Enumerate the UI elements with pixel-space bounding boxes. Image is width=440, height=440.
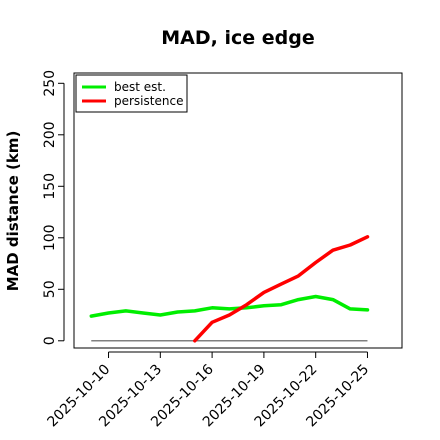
- data-point-best-est: [245, 306, 248, 309]
- legend-box: [75, 74, 188, 113]
- data-point-best-est: [280, 303, 283, 306]
- y-tick-label: 100: [42, 224, 58, 251]
- y-tick-label: 50: [42, 280, 58, 298]
- data-point-persistence: [245, 303, 248, 306]
- plot-lines: [89, 235, 370, 343]
- y-tick-label: 250: [42, 70, 58, 97]
- y-axis: 0 50 100 150 200 250: [42, 70, 65, 345]
- data-point-best-est: [176, 310, 179, 314]
- data-point-best-est: [228, 307, 231, 311]
- data-point-best-est: [193, 309, 196, 313]
- legend: best est. persistence: [75, 74, 188, 113]
- data-point-persistence: [228, 313, 231, 317]
- y-tick-label: 150: [42, 173, 58, 200]
- data-point-best-est: [349, 307, 352, 311]
- data-point-best-est: [297, 298, 300, 301]
- data-point-best-est: [262, 304, 266, 307]
- y-tick-label: 0: [42, 336, 58, 345]
- legend-label-best-est: best est.: [114, 80, 166, 94]
- data-point-persistence: [210, 321, 214, 324]
- data-point-persistence: [193, 339, 196, 342]
- data-point-persistence: [280, 282, 283, 286]
- data-point-best-est: [124, 309, 128, 313]
- series-line-persistence: [193, 235, 370, 343]
- data-point-best-est: [314, 295, 317, 298]
- data-point-best-est: [107, 311, 110, 315]
- y-axis-label: MAD distance (km): [4, 131, 22, 292]
- data-point-best-est: [90, 314, 93, 318]
- chart-title: MAD, ice edge: [161, 27, 314, 49]
- data-point-best-est: [331, 298, 335, 301]
- data-point-persistence: [262, 291, 266, 294]
- x-axis: 2025-10-102025-10-132025-10-162025-10-19…: [45, 351, 372, 430]
- data-point-best-est: [210, 306, 214, 309]
- data-point-persistence: [331, 249, 335, 252]
- legend-label-persistence: persistence: [114, 94, 183, 108]
- y-tick-label: 200: [42, 121, 58, 148]
- data-point-best-est: [366, 308, 369, 312]
- data-point-best-est: [141, 311, 145, 315]
- data-point-persistence: [314, 261, 317, 264]
- data-point-persistence: [349, 243, 352, 247]
- data-point-persistence: [297, 274, 300, 278]
- data-point-persistence: [366, 235, 369, 238]
- data-point-best-est: [159, 313, 162, 317]
- plot-frame: [73, 72, 403, 349]
